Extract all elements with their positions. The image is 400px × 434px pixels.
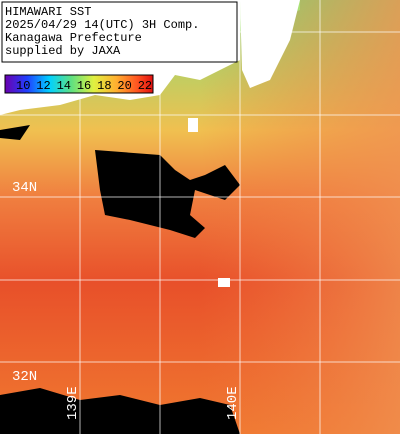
title-line: 2025/04/29 14(UTC) 3H Comp. (5, 18, 199, 32)
title-line: Kanagawa Prefecture (5, 31, 142, 45)
lat-label: 32N (12, 369, 37, 385)
island (188, 118, 198, 132)
colorbar (4, 74, 154, 94)
title-line: supplied by JAXA (5, 44, 121, 58)
colorbar-label: 22 (138, 79, 152, 93)
colorbar-label: 12 (36, 79, 50, 93)
lon-label: 139E (65, 386, 81, 420)
title-line: HIMAWARI SST (5, 5, 91, 19)
cloud-mask (0, 388, 240, 434)
colorbar-label: 20 (117, 79, 131, 93)
island (218, 278, 230, 287)
colorbar-label: 14 (57, 79, 71, 93)
lat-label: 34N (12, 180, 37, 196)
sea-east (200, 0, 400, 434)
cloud-mask (95, 150, 240, 238)
title-box (1, 1, 238, 63)
colorbar-label: 16 (77, 79, 91, 93)
lon-label: 140E (225, 386, 241, 420)
colorbar-labels: 10 12 14 16 18 20 22 (16, 79, 152, 93)
colorbar-label: 10 (16, 79, 30, 93)
cloud-mask (0, 125, 30, 140)
land-peninsula (240, 0, 300, 88)
colorbar-label: 18 (97, 79, 111, 93)
grid-labels: 34N 32N 139E 140E (12, 180, 241, 420)
